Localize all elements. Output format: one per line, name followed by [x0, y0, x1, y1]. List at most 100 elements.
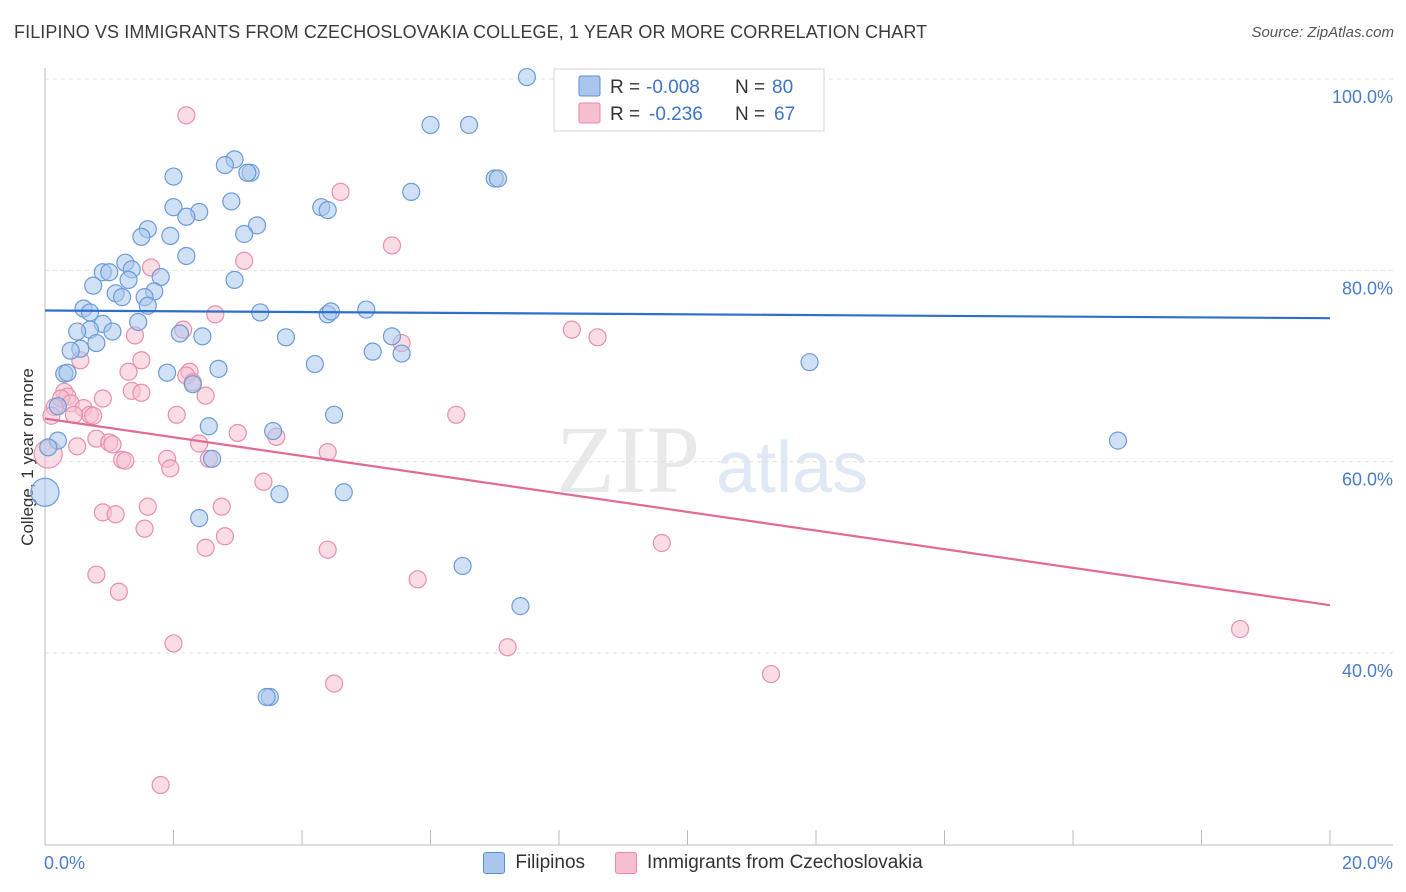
czechoslovakia-point-56: [652, 533, 671, 553]
czechoslovakia-point-0: [177, 106, 196, 125]
filipinos-point-66: [263, 421, 283, 441]
filipinos-point-57: [800, 353, 819, 372]
filipinos-point-48: [193, 327, 212, 346]
trend-lines: [44, 309, 1331, 607]
czechoslovakia-point-46: [161, 459, 180, 478]
bottom-legend: Filipinos Immigrants from Czechoslovakia: [0, 852, 1406, 874]
czechoslovakia-point-43: [116, 451, 135, 470]
czechoslovakia-point-18: [132, 383, 151, 402]
filipinos-point-28: [225, 270, 244, 289]
czechoslovakia-point-64: [325, 674, 344, 693]
trend-line-filipinos: [44, 309, 1331, 320]
filipinos-point-75: [453, 556, 472, 576]
filipinos-point-70: [202, 449, 222, 468]
czechoslovakia-point-62: [1230, 619, 1250, 639]
czechoslovakia-point-23: [93, 389, 112, 408]
czechoslovakia-point-47: [254, 472, 273, 491]
czechoslovakia-point-29: [84, 406, 103, 425]
bottom-legend-item-czechoslovakia: Immigrants from Czechoslovakia: [615, 852, 923, 874]
czechoslovakia-point-1: [331, 182, 350, 201]
filipinos-point-50: [382, 327, 402, 346]
czechoslovakia-point-63: [761, 664, 781, 684]
y-tick-label-60: 60.0%: [1342, 470, 1393, 490]
filipinos-point-2: [459, 115, 479, 135]
czechoslovakia-point-31: [167, 405, 186, 424]
filipinos-point-42: [129, 312, 148, 332]
y-tick-label-80: 80.0%: [1342, 278, 1393, 298]
series-filipinos-points: [30, 67, 1128, 707]
czechoslovakia-point-3: [235, 251, 254, 270]
filipinos-point-58: [209, 359, 228, 378]
filipinos-point-65: [199, 417, 218, 436]
trend-line-czechoslovakia: [44, 417, 1331, 607]
czechoslovakia-point-30: [64, 405, 84, 424]
filipinos-point-62: [183, 375, 202, 394]
filipinos-point-19: [235, 224, 254, 244]
x-tick-label-min: 0.0%: [44, 853, 85, 873]
czechoslovakia-point-51: [106, 505, 125, 524]
bottom-legend-swatch-blue: [483, 852, 506, 874]
czechoslovakia-point-38: [68, 437, 87, 456]
filipinos-point-30: [84, 276, 103, 295]
filipinos-point-17: [247, 216, 267, 235]
filipinos-point-63: [325, 405, 344, 424]
filipinos-point-64: [48, 397, 67, 416]
filipinos-point-47: [170, 324, 190, 343]
czechoslovakia-point-65: [151, 775, 170, 795]
filipinos-point-1: [421, 115, 440, 135]
czechoslovakia-point-2: [382, 236, 402, 255]
czechoslovakia-point-59: [109, 582, 128, 601]
y-tick-label-40: 40.0%: [1342, 661, 1393, 681]
filipinos-point-33: [112, 288, 132, 307]
legend-n-value-2: 67: [774, 104, 795, 125]
y-tick-labels: 40.0% 60.0% 80.0% 100.0%: [1332, 87, 1393, 681]
czechoslovakia-point-5: [206, 305, 225, 324]
filipinos-point-69: [39, 438, 58, 457]
filipinos-point-10: [402, 182, 421, 201]
filipinos-point-7: [164, 167, 183, 186]
czechoslovakia-point-52: [135, 519, 154, 538]
bottom-legend-swatch-pink: [615, 852, 638, 874]
filipinos-point-21: [161, 226, 180, 245]
czechoslovakia-point-61: [498, 638, 517, 657]
x-tick-label-max: 20.0%: [1342, 853, 1393, 873]
filipinos-point-11: [222, 192, 241, 211]
filipinos-point-45: [68, 322, 87, 341]
filipinos-point-67: [1108, 431, 1128, 450]
legend-swatch-pink: [578, 102, 601, 124]
filipinos-point-9: [488, 169, 508, 188]
filipinos-point-54: [363, 342, 382, 361]
czechoslovakia-point-34: [228, 423, 247, 443]
filipinos-point-74: [190, 509, 209, 528]
watermark-zip: ZIP: [556, 406, 700, 513]
filipinos-point-56: [305, 354, 324, 374]
bottom-legend-label-filipinos: Filipinos: [515, 852, 586, 873]
filipinos-point-59: [157, 363, 177, 382]
y-tick-label-100: 100.0%: [1332, 87, 1393, 107]
czechoslovakia-point-39: [190, 434, 209, 453]
czechoslovakia-point-54: [196, 538, 215, 557]
legend-n-label-1: N =: [735, 77, 765, 98]
filipinos-point-72: [334, 483, 353, 502]
filipinos-point-29: [119, 270, 138, 289]
legend-n-value-1: 80: [772, 77, 793, 98]
chart-title: FILIPINO VS IMMIGRANTS FROM CZECHOSLOVAK…: [14, 22, 928, 42]
czechoslovakia-point-13: [119, 362, 138, 381]
bottom-legend-item-filipinos: Filipinos: [483, 852, 585, 874]
filipinos-point-51: [87, 333, 106, 353]
legend-r-label-1: R =: [610, 77, 640, 98]
filipinos-point-4: [215, 156, 234, 175]
source-credit: Source: ZipAtlas.com: [1251, 24, 1394, 41]
czechoslovakia-point-22: [196, 386, 215, 405]
czechoslovakia-point-55: [318, 540, 337, 559]
filipinos-point-12: [164, 198, 183, 217]
czechoslovakia-point-37: [103, 435, 122, 454]
czechoslovakia-point-11: [132, 351, 151, 370]
legend-n-label-2: N =: [735, 104, 765, 125]
filipinos-point-26: [100, 263, 119, 282]
filipinos-point-73: [30, 477, 60, 507]
filipinos-point-6: [238, 163, 257, 182]
filipinos-point-76: [511, 597, 530, 616]
filipinos-point-16: [177, 207, 196, 226]
